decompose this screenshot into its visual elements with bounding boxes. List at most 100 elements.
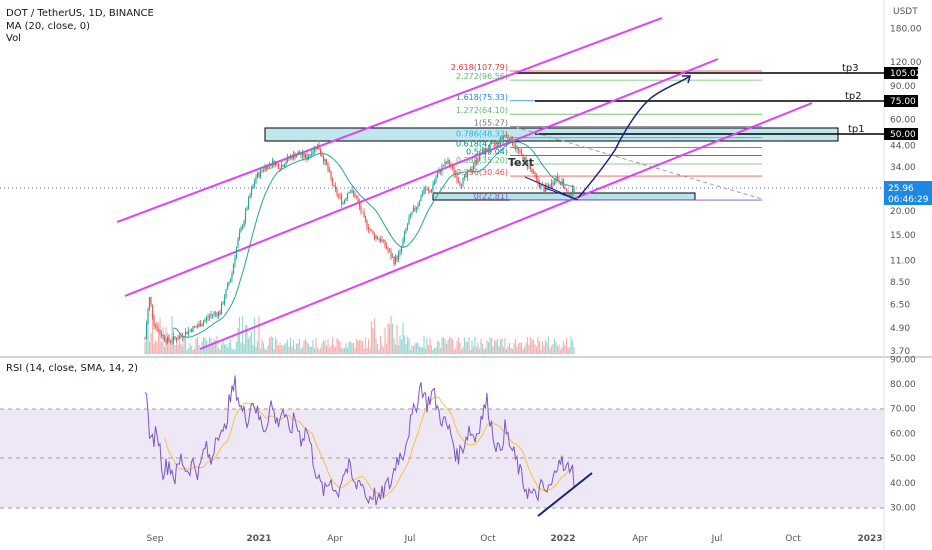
candle [310, 150, 313, 158]
volume-bar [294, 349, 296, 354]
volume-bar [508, 342, 511, 354]
candle [418, 200, 421, 207]
candle [448, 159, 451, 167]
dashed-trendline[interactable] [514, 126, 763, 200]
candle [262, 168, 265, 173]
candle [211, 313, 214, 319]
volume-bar [181, 346, 184, 354]
candle [270, 164, 272, 170]
volume-bar [147, 322, 149, 354]
volume-bar [523, 347, 526, 354]
candle [514, 142, 517, 152]
candle [288, 155, 290, 162]
rsi-trendline[interactable] [537, 472, 593, 517]
candle [556, 172, 559, 181]
candle [283, 163, 286, 167]
candle [157, 328, 160, 331]
volume-bar [490, 338, 493, 354]
wedge-line-b[interactable] [544, 187, 579, 201]
candle [268, 161, 271, 170]
candle [193, 325, 196, 329]
volume-bar [327, 339, 329, 354]
volume-bar [253, 317, 256, 354]
volume-bar [381, 344, 383, 354]
channel-middle[interactable] [124, 58, 719, 297]
rsi-axis[interactable]: 90.00 80.00 70.00 60.00 50.00 40.00 30.00 [890, 355, 916, 513]
candle [304, 152, 307, 160]
volume-bar [514, 339, 517, 354]
candle [247, 195, 250, 210]
candle [564, 185, 566, 189]
candle [399, 249, 401, 257]
volume-bar [400, 339, 403, 354]
candle [267, 164, 269, 170]
volume-bar [169, 345, 172, 354]
volume-bar [495, 340, 497, 354]
volume-bar [265, 349, 268, 354]
candle [360, 202, 362, 215]
volume-bar [312, 339, 314, 354]
candle [423, 186, 425, 196]
volume-bar [373, 318, 376, 354]
volume-bar [352, 342, 355, 354]
candle [415, 206, 418, 213]
volume-bar [267, 345, 269, 354]
candle [150, 296, 152, 307]
volume-bar [318, 349, 320, 354]
volume-bar [427, 345, 430, 354]
candle [517, 147, 520, 155]
candle [534, 171, 536, 179]
candle [177, 334, 179, 340]
fib-extension[interactable]: 2.618(107.79)2.272(96.56) 1.618(75.33) 1.2… [451, 63, 762, 201]
channel-lower[interactable] [199, 102, 813, 350]
fib-level-label: 0.786(48.33) [456, 130, 508, 139]
candle [220, 301, 223, 315]
volume-bar [273, 349, 275, 354]
volume-bar [370, 321, 373, 354]
candle [294, 151, 296, 161]
candle [529, 165, 532, 172]
volume-bar [204, 337, 206, 354]
candle [334, 182, 337, 193]
volume-bar [300, 348, 302, 354]
candle [379, 235, 382, 243]
candle [391, 253, 394, 259]
volume-bar [360, 340, 362, 354]
volume-bar [348, 341, 350, 354]
volume-bar [558, 344, 560, 354]
price-axis[interactable]: 180.00 120.00 90.00 60.00 44.00 34.00 20.00 15.… [890, 24, 922, 357]
volume-bar [304, 338, 307, 354]
volume-bar [331, 337, 334, 354]
projection-arrow[interactable] [577, 75, 691, 199]
volume-bar [240, 342, 242, 354]
candle [501, 135, 503, 141]
volume-bar [415, 343, 418, 354]
candle [343, 199, 346, 205]
volume-bar [511, 349, 514, 354]
candle [444, 158, 446, 168]
candle [361, 211, 364, 213]
currency-label: USDT [893, 7, 918, 17]
tp1-badge-text: 50.00 [890, 130, 916, 140]
candle [249, 193, 251, 199]
volume-bar [244, 325, 247, 354]
rsi-tick-label: 30.00 [890, 504, 916, 514]
volume-bar [229, 339, 232, 354]
candle [151, 304, 154, 321]
candle [385, 242, 388, 250]
candle [447, 157, 449, 165]
candle [403, 230, 406, 243]
candle [189, 329, 191, 332]
channel-upper[interactable] [116, 17, 663, 223]
fib-level-label: 2.618(107.79) [451, 63, 508, 72]
volume-bar [468, 336, 470, 354]
wedge-line-a[interactable] [524, 176, 579, 201]
candle [450, 162, 452, 170]
annotation-text[interactable]: Text [508, 156, 534, 169]
candle [520, 147, 523, 157]
candle [300, 151, 302, 159]
volume-bar [232, 349, 235, 354]
ma-line [173, 141, 574, 338]
time-axis[interactable]: Sep 2021 Apr Jul Oct 2022 Apr Jul Oct 2023 [147, 534, 883, 544]
